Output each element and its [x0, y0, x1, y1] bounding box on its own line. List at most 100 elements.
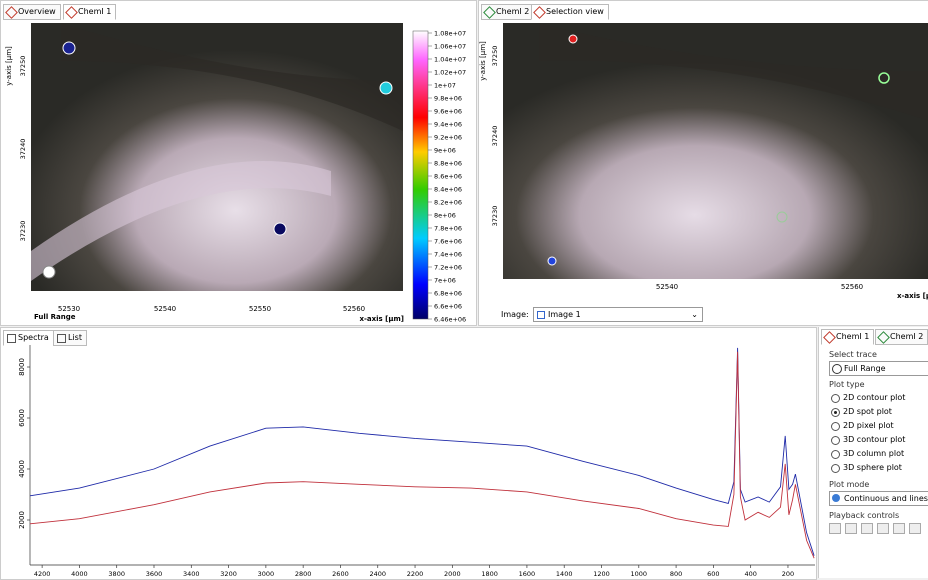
x-tick-label: 1200 — [593, 570, 610, 578]
colorbar-label: 6.6e+06 — [434, 303, 462, 311]
colorbar-label: 9e+06 — [434, 147, 456, 155]
tab-label: List — [68, 333, 82, 342]
radio[interactable]: 2D contour plot — [831, 392, 905, 404]
image-label: Image: — [501, 310, 529, 319]
colorbar-label: 8.4e+06 — [434, 186, 462, 194]
button[interactable] — [877, 523, 889, 534]
radio[interactable]: 3D sphere plot — [831, 462, 902, 474]
y-tick-label: 6000 — [18, 409, 26, 427]
x-tick-label: 2400 — [369, 570, 386, 578]
spot-marker[interactable] — [42, 265, 56, 279]
colorbar-label: 1.02e+07 — [434, 69, 466, 77]
section-label: Select trace — [829, 350, 877, 359]
tab-label: Spectra — [18, 333, 49, 342]
image-shade — [31, 161, 331, 281]
button[interactable] — [829, 523, 841, 534]
x-tick-label: 200 — [782, 570, 794, 578]
spot-marker[interactable] — [379, 81, 393, 95]
x-tick-label: 2600 — [332, 570, 349, 578]
tab[interactable]: ChemI 2 — [875, 329, 928, 345]
right-panel: ChemI 2 Selection view y-axis [µm] 37240… — [478, 0, 928, 326]
x-tick-label: 3600 — [146, 570, 163, 578]
colorbar-label: 8.2e+06 — [434, 199, 462, 207]
colorbar-label: 8e+06 — [434, 212, 456, 220]
radio[interactable]: 3D column plot — [831, 448, 904, 460]
colorbar-label: 7.2e+06 — [434, 264, 462, 272]
x-tick-label: 52550 — [249, 305, 271, 313]
x-tick-label: 52560 — [343, 305, 365, 313]
colorbar-label: 9.4e+06 — [434, 121, 462, 129]
section-label: Playback controls — [829, 511, 900, 520]
left-panel: Overview ChemI 1 y-axis [µm] 37250 37240… — [0, 0, 477, 326]
x-tick-label: 3800 — [108, 570, 125, 578]
x-tick-label: 1600 — [519, 570, 536, 578]
x-tick-label: 3400 — [183, 570, 200, 578]
right-plot: y-axis [µm] 37240 37250 37230 52540 5256… — [479, 23, 928, 300]
tab[interactable]: Selection view — [531, 4, 609, 20]
spot-marker[interactable] — [62, 41, 76, 55]
colorbar-label: 9.2e+06 — [434, 134, 462, 142]
y-axis-label: y-axis [µm] — [5, 46, 13, 86]
section-label: Plot mode — [829, 480, 870, 489]
tab[interactable]: Overview — [3, 4, 61, 20]
x-tick-label: 2800 — [295, 570, 312, 578]
tab-label: Overview — [18, 7, 56, 16]
spot-marker[interactable] — [568, 34, 578, 44]
x-tick-label: 52560 — [841, 283, 863, 291]
tab[interactable]: ChemI 1 — [63, 4, 117, 20]
y-tick-label: 37230 — [491, 206, 499, 227]
select-value: Continuous and lines — [844, 494, 928, 503]
tab-label: ChemI 2 — [496, 7, 530, 16]
x-tick-label: 52530 — [58, 305, 80, 313]
tab-label: ChemI 1 — [78, 7, 112, 16]
trace-label: Full Range — [34, 313, 76, 321]
x-axis-label: x-axis [µm] — [359, 315, 404, 323]
spectrum-line — [29, 347, 815, 556]
x-tick-label: 1000 — [631, 570, 648, 578]
colorbar-label: 9.8e+06 — [434, 95, 462, 103]
mode-select[interactable]: Continuous and lines — [829, 491, 928, 506]
tab[interactable]: Spectra — [3, 330, 54, 346]
y-tick-label: 37240 — [491, 126, 499, 147]
x-tick-label: 1400 — [556, 570, 573, 578]
tab[interactable]: ChemI 1 — [821, 329, 875, 345]
controls-panel: ChemI 1 ChemI 2 Select trace Full Range … — [818, 327, 928, 578]
colorbar-label: 8.6e+06 — [434, 173, 462, 181]
image-shade — [61, 23, 403, 131]
playback-buttons — [829, 523, 925, 534]
x-tick-label: 1800 — [481, 570, 498, 578]
radio[interactable]: 2D pixel plot — [831, 420, 894, 432]
x-tick-label: 4200 — [34, 570, 51, 578]
colorbar-label: 1.06e+07 — [434, 43, 466, 51]
spectrum-chart: 2000 4000 6000 8000 4200 4000 3800 3600 3400 3200… — [18, 345, 815, 578]
tab-label: ChemI 1 — [836, 332, 870, 341]
radio[interactable]: 2D spot plot — [831, 406, 892, 418]
radio[interactable]: 3D contour plot — [831, 434, 905, 446]
button[interactable] — [909, 523, 921, 534]
button[interactable] — [845, 523, 857, 534]
colorbar-label: 9.6e+06 — [434, 108, 462, 116]
spot-marker[interactable] — [273, 222, 287, 236]
select-value: Image 1 — [548, 310, 581, 319]
tab[interactable]: List — [53, 330, 87, 346]
image-select[interactable]: Image 1 ⌄ — [533, 307, 703, 322]
colorbar-label: 6.46e+06 — [434, 316, 466, 324]
colorbar — [412, 30, 429, 320]
tab[interactable]: ChemI 2 — [481, 4, 535, 20]
spectrum-line — [29, 351, 815, 559]
x-tick-label: 2200 — [407, 570, 424, 578]
spot-marker[interactable] — [776, 211, 788, 223]
button[interactable] — [861, 523, 873, 534]
x-tick-label: 600 — [707, 570, 719, 578]
trace-select[interactable]: Full Range — [829, 361, 928, 376]
y-axis-label: y-axis [µm] — [479, 41, 487, 81]
colorbar-label: 8.8e+06 — [434, 160, 462, 168]
spot-marker[interactable] — [547, 256, 557, 266]
spot-marker[interactable] — [878, 72, 890, 84]
colorbar-labels: 1.08e+07 1.06e+07 1.04e+07 1.02e+07 1e+07 9.8… — [428, 30, 466, 324]
section-label: Plot type — [829, 380, 865, 389]
select-value: Full Range — [844, 364, 886, 373]
button[interactable] — [893, 523, 905, 534]
image-shade — [539, 23, 928, 121]
